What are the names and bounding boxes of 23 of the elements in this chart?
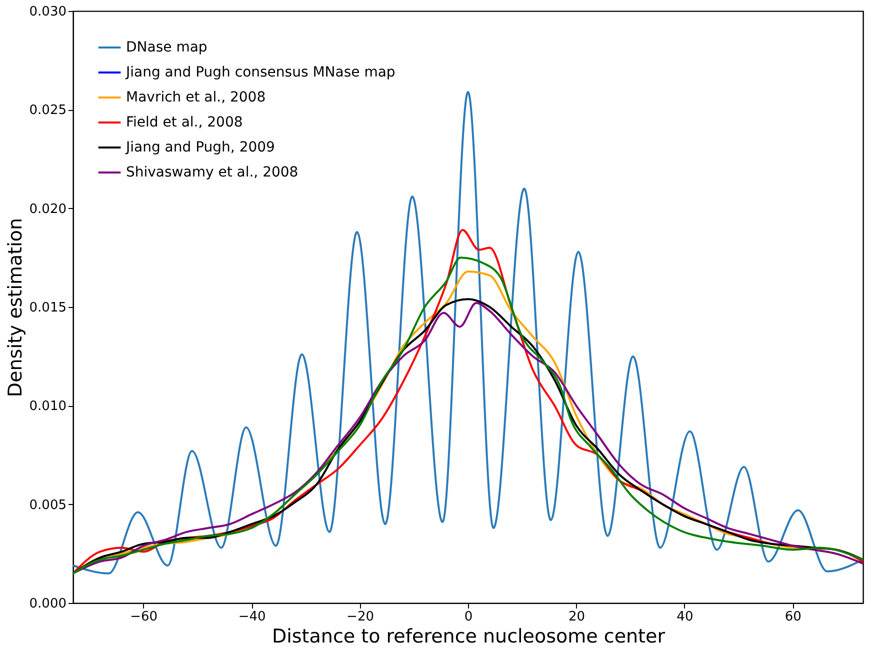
y-tick-label: 0.015 [29, 300, 66, 316]
line-series [72, 90, 864, 574]
x-tick-label: −20 [346, 610, 374, 624]
x-tick-label: −60 [130, 610, 158, 624]
y-tick-label: 0.030 [29, 4, 66, 20]
legend-label: Field et al., 2008 [126, 114, 243, 130]
x-tick-label: 60 [784, 610, 802, 624]
legend-label: Jiang and Pugh, 2009 [125, 140, 275, 156]
y-tick-label: 0.000 [29, 596, 66, 612]
y-axis-title: Density estimation [4, 218, 26, 398]
x-tick-label: 0 [464, 610, 473, 624]
x-tick-label: 20 [568, 610, 585, 624]
x-tick-label: −40 [238, 610, 266, 624]
x-axis-title: Distance to reference nucleosome center [272, 626, 666, 648]
y-tick-label: 0.010 [29, 399, 66, 414]
y-tick-label: 0.005 [29, 498, 66, 513]
legend-label: Mavrich et al., 2008 [126, 90, 266, 106]
x-tick-label: 40 [676, 610, 694, 624]
legend-label: Jiang and Pugh consensus MNase map [125, 64, 396, 80]
y-tick-label: 0.020 [29, 202, 66, 217]
legend-label: Shivaswamy et al., 2008 [126, 164, 298, 180]
y-tick-label: 0.025 [29, 103, 66, 118]
legend-label: DNase map [126, 40, 208, 56]
